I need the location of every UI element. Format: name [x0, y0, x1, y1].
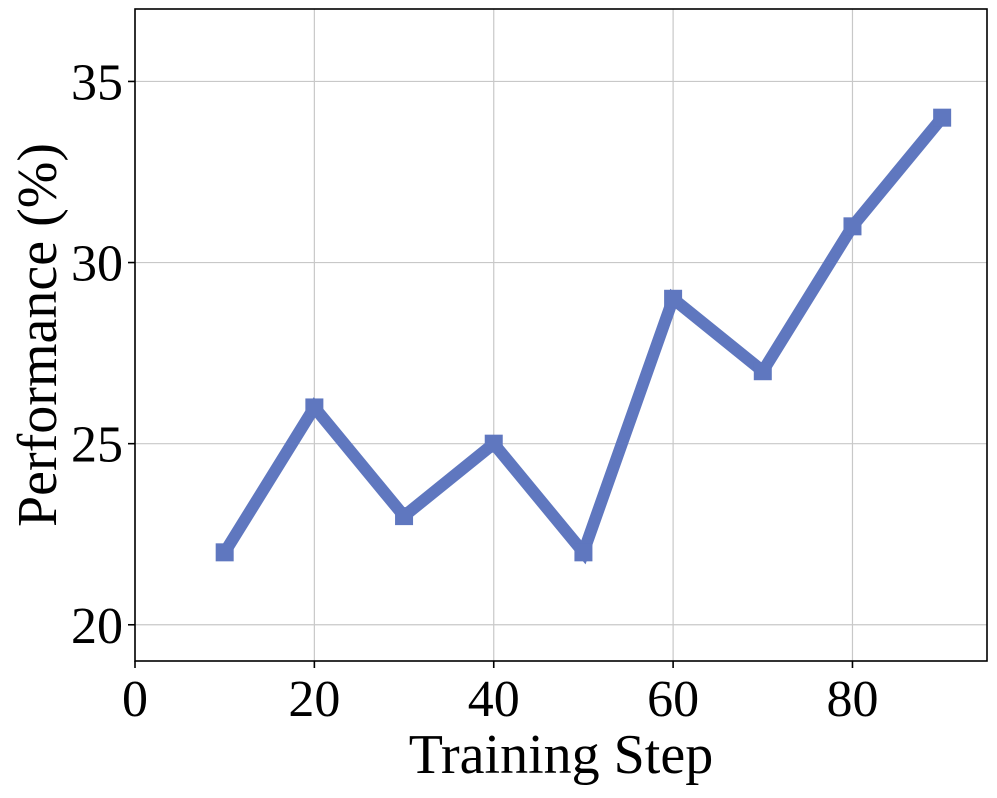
plot-frame	[134, 8, 988, 662]
tick-layer: 0 20 40 60 80 20 25 30 35	[71, 54, 878, 728]
x-tick-label: 20	[288, 671, 340, 728]
series-line	[219, 113, 947, 565]
x-tick-label: 0	[122, 671, 148, 728]
data-point-marker	[215, 543, 234, 562]
y-tick-label: 35	[71, 54, 123, 111]
series-layer	[215, 108, 952, 565]
y-tick-label: 20	[71, 598, 123, 655]
y-tick-label: 30	[71, 236, 123, 293]
y-axis-title: Performance (%)	[7, 143, 69, 527]
data-point-marker	[753, 362, 772, 381]
x-tick-label: 40	[468, 671, 520, 728]
grid-layer	[134, 9, 987, 661]
x-tick-label: 60	[647, 671, 699, 728]
y-tick-label: 25	[71, 417, 123, 474]
data-point-marker	[933, 108, 952, 127]
data-point-marker	[395, 507, 414, 526]
data-point-marker	[484, 434, 503, 453]
data-point-marker	[843, 217, 862, 236]
x-axis-title: Training Step	[409, 724, 713, 786]
data-point-marker	[664, 289, 683, 308]
x-tick-label: 80	[826, 671, 878, 728]
data-point-marker	[305, 398, 324, 417]
data-point-marker	[574, 543, 593, 562]
